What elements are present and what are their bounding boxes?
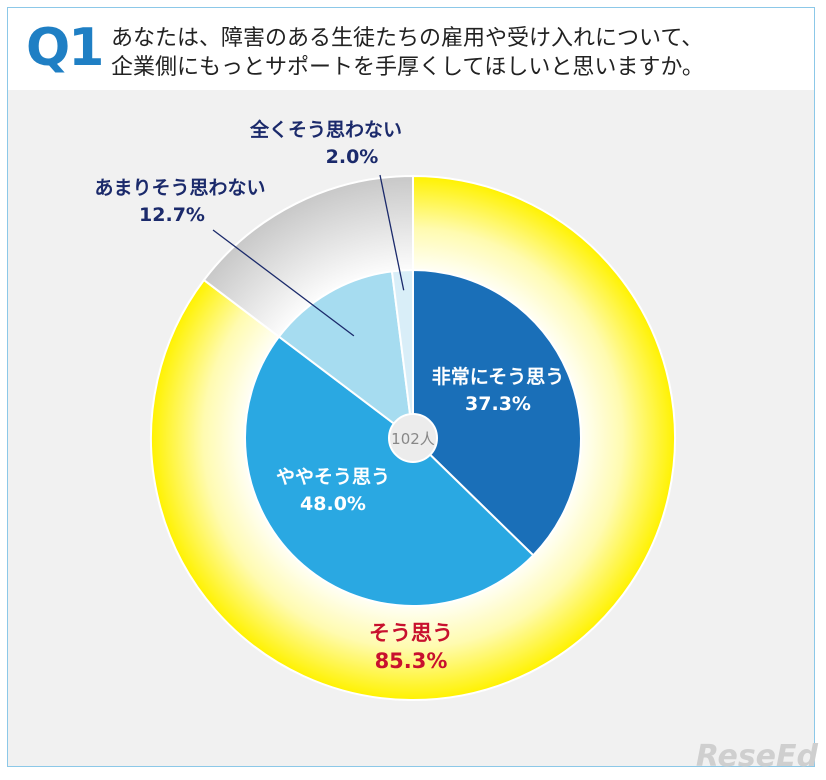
label-very-agree: 非常にそう思う	[432, 365, 565, 388]
question-header: Q1 あなたは、障害のある生徒たちの雇用や受け入れについて、 企業側にもっとサポ…	[8, 8, 814, 90]
label-somewhat-agree: ややそう思う	[276, 466, 390, 488]
label-somewhat-disagree: あまりそう思わない	[94, 177, 265, 199]
label-agree: そう思う	[369, 621, 453, 645]
inner-slice-strongly-disagree	[390, 268, 414, 439]
center-count-label: 102人	[391, 430, 435, 448]
label-strongly-disagree: 全くそう思わない	[249, 118, 402, 141]
inner-slice-somewhat-disagree	[277, 270, 415, 441]
leader-line-strongly-disagree	[379, 174, 405, 291]
donut-chart: 102人 非常にそう思う 37.3% ややそう思う 48.0% そう思う 85.3% あまりそ…	[94, 118, 676, 701]
value-somewhat-agree: 48.0%	[300, 493, 366, 515]
inner-slice-somewhat-agree	[244, 335, 535, 607]
value-somewhat-disagree: 12.7%	[139, 204, 205, 226]
question-line-2: 企業側にもっとサポートを手厚くしてほしいと思いますか。	[111, 55, 704, 80]
chart-area: 102人 非常にそう思う 37.3% ややそう思う 48.0% そう思う 85.3% あまりそ…	[8, 90, 814, 766]
leader-line-somewhat-disagree	[212, 229, 355, 337]
center-circle	[388, 413, 438, 463]
inner-slice-very-agree	[412, 268, 582, 557]
value-very-agree: 37.3%	[465, 393, 531, 415]
question-text: あなたは、障害のある生徒たちの雇用や受け入れについて、 企業側にもっとサポートを…	[111, 24, 704, 82]
value-strongly-disagree: 2.0%	[326, 146, 379, 168]
question-number: Q1	[26, 18, 104, 78]
watermark-logo: ReseEd	[695, 739, 818, 774]
value-agree: 85.3%	[375, 649, 448, 673]
question-line-1: あなたは、障害のある生徒たちの雇用や受け入れについて、	[111, 26, 704, 51]
